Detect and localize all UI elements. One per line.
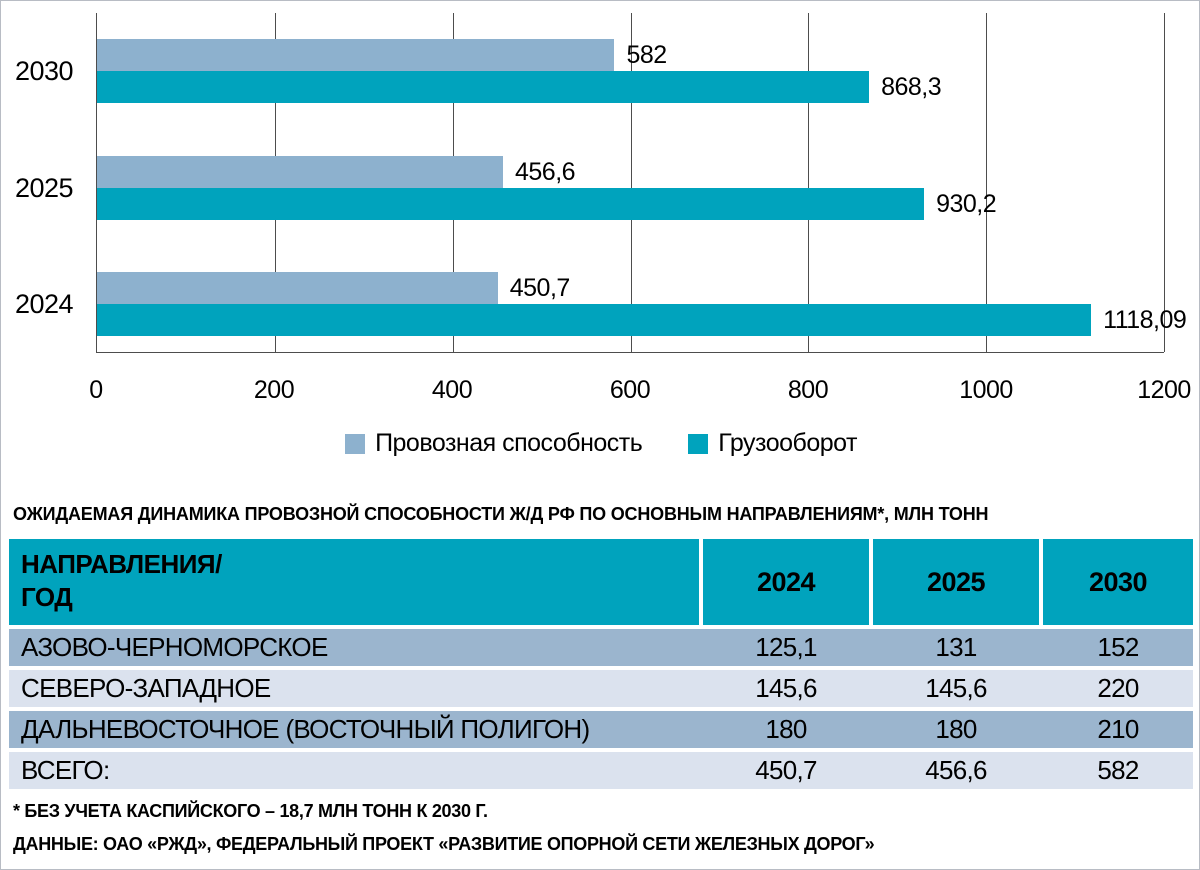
legend-item-capacity: Провозная способность (345, 429, 643, 458)
header-cell-year-2030: 2030 (1043, 539, 1193, 625)
bar-value-2024-capacity: 450,7 (509, 274, 571, 302)
header-directions-line1: НАПРАВЛЕНИЯ/ (21, 549, 222, 579)
gridline-800 (808, 13, 810, 352)
header-cell-year-2025: 2025 (873, 539, 1039, 625)
bar-2030-capacity (97, 39, 615, 71)
table-row-0: АЗОВО-ЧЕРНОМОРСКОЕ 125,1 131 152 (9, 629, 1193, 666)
table-header-row: НАПРАВЛЕНИЯ/ ГОД 2024 2025 2030 (9, 539, 1193, 625)
bar-group-2025: 456,6 930,2 (97, 155, 1164, 220)
bar-value-2024-turnover: 1118,09 (1103, 306, 1187, 334)
row-label-cell: СЕВЕРО-ЗАПАДНОЕ (21, 673, 271, 703)
table-body: АЗОВО-ЧЕРНОМОРСКОЕ 125,1 131 152 СЕВЕРО-ЗАПА… (9, 629, 1193, 789)
bar-value-2030-capacity: 582 (626, 41, 667, 69)
chart-plot-area: 582 868,3 456,6 930,2 450,7 1118,09 (96, 13, 1187, 353)
header-directions-line2: ГОД (21, 582, 73, 612)
turnover-swatch-icon (688, 433, 709, 454)
row-value-cell-2025: 145,6 (925, 673, 987, 703)
table-row-1: СЕВЕРО-ЗАПАДНОЕ 145,6 145,6 220 (9, 670, 1193, 707)
row-value-cell-2024: 125,1 (755, 632, 817, 662)
row-value-cell-2024: 450,7 (755, 755, 817, 785)
category-label-2030: 2030 (15, 56, 74, 86)
footnote-asterisk: * БЕЗ УЧЕТА КАСПИЙСКОГО – 18,7 МЛН ТОНН … (13, 801, 488, 821)
gridline-600 (630, 13, 632, 352)
legend-label-capacity: Провозная способность (375, 429, 643, 457)
row-value-cell-2025: 180 (935, 714, 977, 744)
legend-item-turnover: Грузооборот (688, 429, 857, 458)
row-value-cell-2024: 180 (765, 714, 807, 744)
x-tick-label-600: 600 (609, 376, 651, 404)
row-label-cell: АЗОВО-ЧЕРНОМОРСКОЕ (21, 632, 328, 662)
bar-group-2030: 582 868,3 (97, 39, 1164, 103)
row-value-cell-2030: 582 (1097, 755, 1139, 785)
bar-value-2025-capacity: 456,6 (514, 157, 576, 186)
row-value-cell-2030: 210 (1097, 714, 1139, 744)
footnote-source: ДАННЫЕ: ОАО «РЖД», ФЕДЕРАЛЬНЫЙ ПРОЕКТ «Р… (13, 834, 875, 854)
table-row-2: ДАЛЬНЕВОСТОЧНОЕ (ВОСТОЧНЫЙ ПОЛИГОН) 180 18… (9, 711, 1193, 748)
x-tick-label-1200: 1200 (1137, 376, 1191, 404)
bar-2024-turnover (97, 304, 1092, 336)
row-value-cell-2025: 131 (935, 632, 977, 662)
row-value-cell-2030: 152 (1097, 632, 1139, 662)
category-label-2024: 2024 (15, 289, 74, 319)
header-cell-year-2024: 2024 (703, 539, 869, 625)
bar-group-2024: 450,7 1118,09 (97, 272, 1187, 336)
x-tick-label-0: 0 (89, 376, 103, 404)
x-tick-label-200: 200 (253, 376, 295, 404)
table-row-3: ВСЕГО: 450,7 456,6 582 (9, 752, 1193, 789)
data-table: НАПРАВЛЕНИЯ/ ГОД 2024 2025 2030 АЗОВО-ЧЕ… (9, 539, 1193, 789)
category-label-2025: 2025 (15, 172, 74, 203)
row-label-cell: ВСЕГО: (21, 755, 110, 785)
bar-2030-turnover (97, 71, 870, 103)
legend-label-turnover: Грузооборот (718, 429, 857, 457)
gridline-1200 (1164, 13, 1165, 352)
x-tick-label-1000: 1000 (959, 376, 1013, 404)
chart-legend: Провозная способность Грузооборот (1, 429, 1200, 458)
bar-2025-capacity (97, 155, 503, 188)
bar-chart: 582 868,3 456,6 930,2 450,7 1118,09 2030 2025 2… (1, 1, 1200, 471)
row-value-cell-2030: 220 (1097, 673, 1139, 703)
gridline-1000 (986, 13, 988, 352)
header-cell-directions: НАПРАВЛЕНИЯ/ ГОД (9, 539, 699, 625)
capacity-swatch-icon (345, 433, 366, 454)
bar-value-2025-turnover: 930,2 (936, 189, 997, 218)
table-title: ОЖИДАЕМАЯ ДИНАМИКА ПРОВОЗНОЙ СПОСОБНОСТИ… (13, 504, 989, 524)
x-tick-label-400: 400 (431, 376, 473, 404)
bar-value-2030-turnover: 868,3 (881, 73, 942, 101)
bar-2025-turnover (97, 187, 925, 220)
row-label-cell: ДАЛЬНЕВОСТОЧНОЕ (ВОСТОЧНЫЙ ПОЛИГОН) (21, 714, 590, 744)
bar-2024-capacity (97, 272, 498, 304)
x-tick-label-800: 800 (787, 376, 829, 404)
row-value-cell-2024: 145,6 (755, 673, 817, 703)
row-value-cell-2025: 456,6 (925, 755, 987, 785)
